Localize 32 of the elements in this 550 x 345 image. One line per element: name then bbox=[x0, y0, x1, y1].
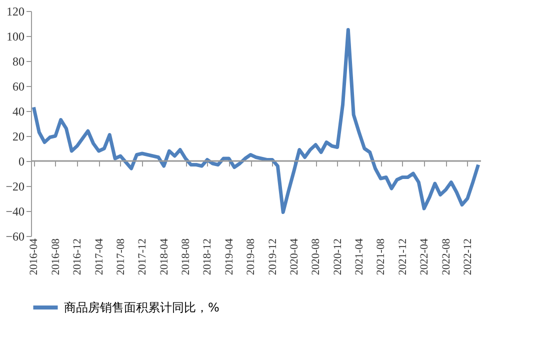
x-tick-label: 2017-08 bbox=[114, 238, 127, 276]
y-tick-label: 0 bbox=[18, 154, 24, 168]
x-tick-label: 2016-04 bbox=[28, 238, 40, 276]
x-tick-label: 2021-12 bbox=[396, 238, 409, 276]
y-tick-label: 100 bbox=[6, 30, 24, 44]
x-tick-label: 2020-04 bbox=[288, 238, 300, 276]
x-tick-label: 2022-12 bbox=[462, 238, 474, 276]
legend-label: 商品房销售面积累计同比，% bbox=[64, 300, 220, 314]
x-tick-label: 2021-04 bbox=[354, 238, 366, 276]
x-tick-label: 2017-04 bbox=[93, 238, 106, 276]
y-tick-label: −40 bbox=[6, 204, 24, 218]
x-tick-label: 2018-12 bbox=[202, 238, 214, 276]
y-tick-label: 20 bbox=[12, 130, 24, 144]
x-tick-label: 2017-12 bbox=[136, 238, 149, 276]
y-tick-label: 80 bbox=[12, 54, 24, 68]
x-tick-label: 2019-04 bbox=[223, 238, 236, 276]
x-tick-label: 2022-04 bbox=[418, 238, 431, 276]
y-tick-label: 60 bbox=[12, 80, 24, 94]
x-tick-label: 2022-08 bbox=[440, 238, 452, 276]
x-tick-label: 2021-08 bbox=[375, 238, 388, 276]
y-tick-label: 40 bbox=[12, 104, 24, 118]
x-tick-label: 2019-08 bbox=[245, 238, 258, 276]
x-tick-label: 2018-04 bbox=[158, 238, 170, 276]
y-tick-label: −20 bbox=[6, 180, 24, 194]
x-tick-label: 2019-12 bbox=[266, 238, 279, 276]
x-tick-label: 2016-12 bbox=[72, 238, 84, 276]
x-tick-label: 2020-08 bbox=[310, 238, 322, 276]
x-tick-label: 2018-08 bbox=[180, 238, 192, 276]
x-tick-label: 2016-08 bbox=[50, 238, 62, 276]
y-tick-label: 120 bbox=[6, 4, 24, 18]
y-tick-label: −60 bbox=[6, 230, 24, 244]
x-tick-label: 2020-12 bbox=[332, 238, 344, 276]
